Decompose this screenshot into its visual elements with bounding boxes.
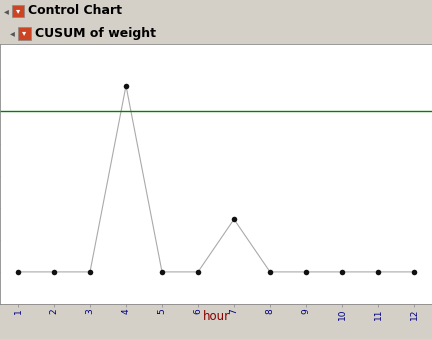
FancyBboxPatch shape (18, 27, 31, 40)
Text: ▾: ▾ (22, 28, 27, 38)
Text: ▾: ▾ (16, 6, 20, 16)
Point (15, 269, 22, 275)
Point (194, 269, 201, 275)
Text: Control Chart: Control Chart (28, 4, 122, 18)
Point (375, 269, 381, 275)
Text: ◂: ◂ (10, 28, 15, 38)
Point (51, 269, 57, 275)
Point (267, 269, 273, 275)
Point (86, 269, 93, 275)
Point (339, 269, 346, 275)
Text: CUSUM of weight: CUSUM of weight (35, 26, 156, 40)
Text: ◂: ◂ (4, 6, 9, 16)
FancyBboxPatch shape (12, 5, 24, 17)
Point (231, 217, 238, 222)
Point (410, 269, 417, 275)
Point (123, 83, 130, 88)
Point (159, 269, 165, 275)
Text: hour: hour (203, 310, 229, 323)
Point (302, 269, 309, 275)
